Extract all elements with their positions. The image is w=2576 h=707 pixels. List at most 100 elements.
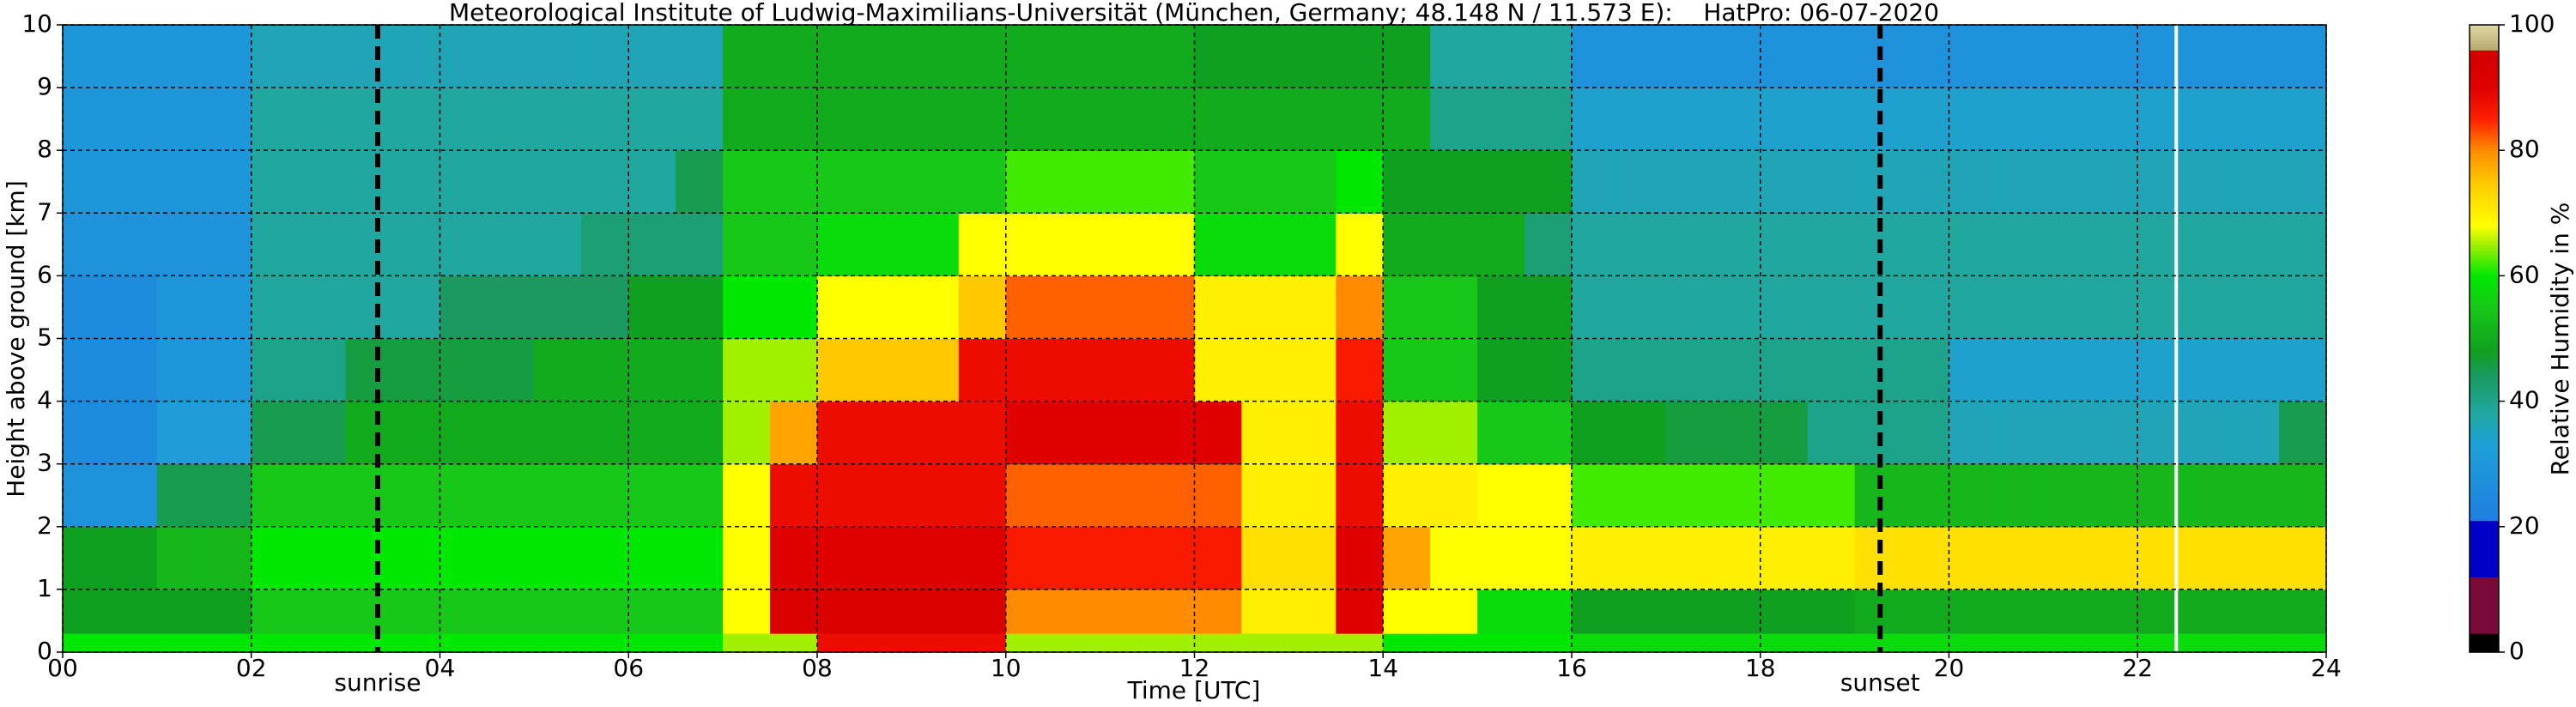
colorbar-tick-label: 100 — [2509, 9, 2555, 38]
heatmap-cell — [1949, 213, 1997, 276]
colorbar-segment — [2470, 636, 2499, 640]
heatmap-cell — [1288, 589, 1336, 634]
heatmap-cell — [392, 589, 441, 634]
heatmap-cell — [1194, 150, 1243, 214]
heatmap-cell — [864, 338, 912, 402]
colorbar-segment — [2470, 360, 2499, 365]
heatmap-cell — [1996, 213, 2044, 276]
heatmap-cell — [203, 213, 252, 276]
colorbar-segment — [2470, 626, 2499, 631]
heatmap-cell — [1524, 88, 1573, 151]
colorbar-segment — [2470, 65, 2499, 69]
heatmap-cell — [1949, 463, 1997, 528]
heatmap-cell — [1100, 275, 1149, 340]
heatmap-cell — [2137, 338, 2185, 402]
heatmap-cell — [1288, 213, 1336, 276]
heatmap-cell — [2185, 401, 2233, 465]
heatmap-cell — [1665, 463, 1714, 528]
heatmap-cell — [1524, 633, 1573, 653]
heatmap-cell — [2090, 589, 2138, 634]
heatmap-cell — [1288, 463, 1336, 528]
colorbar-segment — [2470, 257, 2499, 261]
heatmap-cell — [298, 633, 347, 653]
heatmap-cell — [1241, 401, 1289, 465]
heatmap-cell — [581, 401, 629, 465]
heatmap-cell — [2137, 401, 2185, 465]
heatmap-cell — [2279, 88, 2327, 151]
heatmap-cell — [676, 213, 724, 276]
heatmap-cell — [1100, 526, 1149, 590]
heatmap-cell — [1760, 275, 1809, 340]
heatmap-cell — [1383, 88, 1431, 151]
colorbar-segment — [2470, 542, 2499, 547]
heatmap-cell — [958, 213, 1007, 276]
heatmap-cell — [1052, 401, 1101, 465]
heatmap-cell — [1524, 401, 1573, 465]
colorbar-segment — [2470, 351, 2499, 355]
colorbar-segment — [2470, 304, 2499, 308]
heatmap-cell — [156, 526, 205, 590]
colorbar-segment — [2470, 50, 2499, 54]
heatmap-cell — [1807, 338, 1856, 402]
heatmap-cell — [2279, 213, 2327, 276]
heatmap-cell — [1807, 150, 1856, 214]
heatmap-cell — [203, 401, 252, 465]
heatmap-cell — [1949, 25, 1997, 88]
x-tick-label: 08 — [802, 654, 833, 682]
colorbar-segment — [2470, 325, 2499, 330]
heatmap-cell — [581, 25, 629, 88]
heatmap-cell — [1949, 88, 1997, 151]
heatmap-cell — [392, 526, 441, 590]
heatmap-cell — [2232, 150, 2280, 214]
colorbar-segment — [2470, 234, 2499, 239]
heatmap-cell — [1477, 526, 1525, 590]
heatmap-cell — [2185, 88, 2233, 151]
heatmap-cell — [1712, 526, 1761, 590]
heatmap-cell — [1147, 589, 1196, 634]
heatmap-cell — [1241, 463, 1289, 528]
colorbar-segment — [2470, 228, 2499, 233]
heatmap-cell — [109, 589, 158, 634]
colorbar-segment — [2470, 190, 2499, 195]
colorbar-segment — [2470, 554, 2499, 559]
heatmap-cell — [864, 25, 912, 88]
heatmap-cell — [723, 150, 771, 214]
heatmap-cell — [817, 88, 865, 151]
heatmap-cell — [2279, 275, 2327, 340]
colorbar-segment — [2470, 263, 2499, 268]
heatmap-cell — [392, 401, 441, 465]
heatmap-cell — [1194, 589, 1243, 634]
colorbar-segment — [2470, 103, 2499, 107]
colorbar-segment — [2470, 172, 2499, 177]
y-axis-label: Height above ground [km] — [2, 180, 30, 498]
y-tick-label: 5 — [37, 323, 52, 352]
colorbar-segment — [2470, 570, 2499, 575]
heatmap-cell — [817, 213, 865, 276]
colorbar-segment — [2470, 577, 2499, 581]
colorbar-segment — [2470, 382, 2499, 386]
x-tick-label: 12 — [1179, 654, 1210, 682]
colorbar-segment — [2470, 347, 2499, 352]
heatmap-cell — [1477, 275, 1525, 340]
colorbar-segment — [2470, 31, 2499, 35]
heatmap-cell — [1712, 463, 1761, 528]
colorbar-segment — [2470, 507, 2499, 512]
colorbar-segment — [2470, 97, 2499, 101]
colorbar-segment — [2470, 366, 2499, 371]
heatmap-cell — [817, 633, 865, 653]
heatmap-cell — [628, 338, 676, 402]
colorbar-segment — [2470, 122, 2499, 126]
heatmap-cell — [1430, 25, 1478, 88]
heatmap-cell — [1383, 463, 1431, 528]
heatmap-cell — [1572, 25, 1620, 88]
heatmap-cell — [2232, 88, 2280, 151]
heatmap-cell — [1996, 150, 2044, 214]
heatmap-cell — [1430, 275, 1478, 340]
heatmap-cell — [109, 88, 158, 151]
heatmap-cell — [487, 213, 535, 276]
heatmap-cell — [1336, 589, 1384, 634]
colorbar-segment — [2470, 329, 2499, 333]
colorbar-segment — [2470, 379, 2499, 384]
heatmap-cell — [1760, 633, 1809, 653]
heatmap-cell — [1430, 633, 1478, 653]
